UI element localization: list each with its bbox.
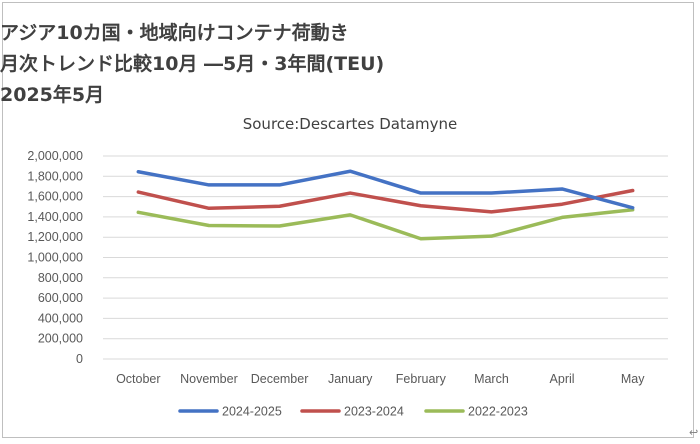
y-tick-label: 1,200,000 <box>27 230 83 244</box>
series-line <box>136 208 635 241</box>
y-tick-label: 600,000 <box>38 291 83 305</box>
y-tick-label: 1,800,000 <box>27 169 83 183</box>
y-tick-label: 800,000 <box>38 271 83 285</box>
x-tick-label: April <box>550 372 575 386</box>
x-tick-label: February <box>396 372 447 386</box>
chart-title-line-3: 2025年5月 <box>0 84 105 106</box>
chart-frame <box>2 2 694 438</box>
x-tick-label: December <box>251 372 309 386</box>
chart-title: アジア10カ国・地域向けコンテナ荷動き <box>0 22 349 44</box>
chart-title-line-2: 月次トレンド比較10月 ―5月・3年間(TEU) <box>0 53 385 75</box>
series-line <box>136 188 635 214</box>
y-tick-label: 200,000 <box>38 332 83 346</box>
x-tick-label: January <box>328 372 373 386</box>
x-tick-label: October <box>116 372 160 386</box>
legend-label: 2023-2024 <box>344 405 404 419</box>
legend-label: 2022-2023 <box>468 405 528 419</box>
legend-label: 2024-2025 <box>222 405 282 419</box>
y-tick-label: 1,000,000 <box>27 251 83 265</box>
x-tick-label: March <box>474 372 509 386</box>
series-line <box>136 169 635 210</box>
y-tick-label: 0 <box>76 352 83 366</box>
y-tick-label: 1,600,000 <box>27 190 83 204</box>
chart-subtitle: Source:Descartes Datamyne <box>242 115 458 133</box>
x-tick-label: November <box>180 372 238 386</box>
y-tick-label: 400,000 <box>38 311 83 325</box>
return-arrow-icon: ↩ <box>689 426 699 439</box>
y-tick-label: 2,000,000 <box>27 149 83 163</box>
y-tick-label: 1,400,000 <box>27 210 83 224</box>
x-tick-label: May <box>621 372 645 386</box>
